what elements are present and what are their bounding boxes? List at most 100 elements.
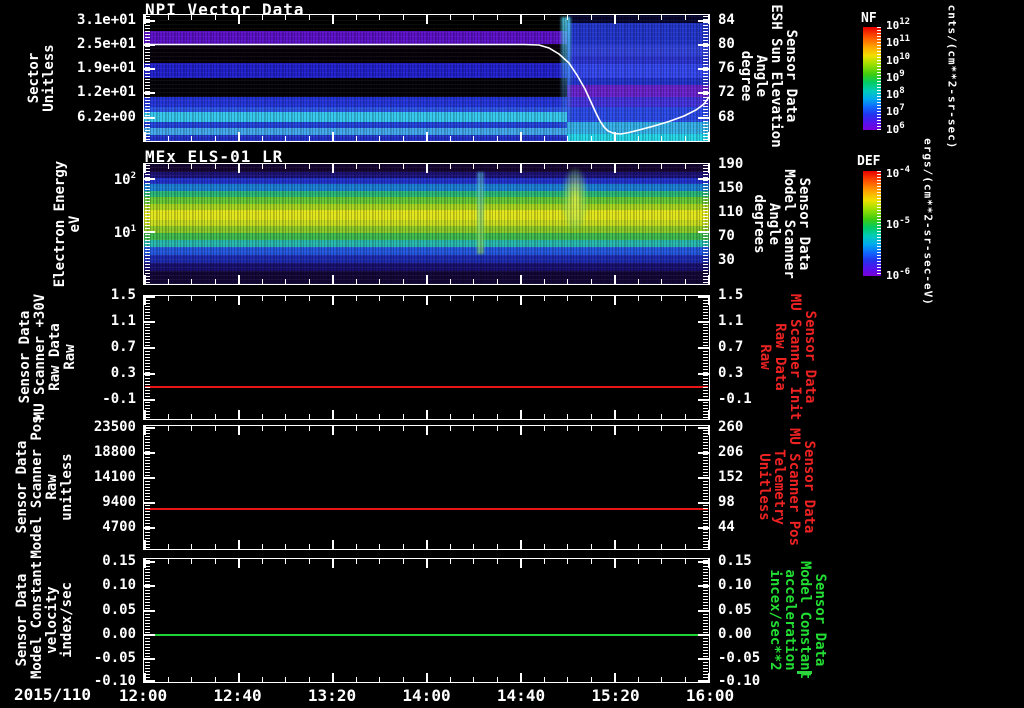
- x-tick: [332, 275, 334, 284]
- model-constant-velocity-line: [145, 634, 708, 636]
- x-tick: [543, 279, 545, 284]
- x-tick: [708, 15, 710, 24]
- yaxis-label-sector: Sector Unitless: [26, 44, 57, 112]
- colorbar-tick-label: 1011: [886, 34, 911, 49]
- x-tick: [214, 296, 216, 301]
- x-tick: [449, 279, 451, 284]
- x-tick: [191, 544, 192, 549]
- x-tick: [238, 673, 240, 682]
- x-tick: [684, 426, 686, 431]
- y-minor-ticks-left: [145, 165, 150, 283]
- y-major-tick: [698, 452, 709, 454]
- x-tick: [520, 15, 522, 24]
- x-tick: [167, 15, 169, 20]
- x-tick: [308, 164, 310, 169]
- y-major-tick: [144, 680, 155, 682]
- y-major-tick: [144, 347, 155, 349]
- x-tick: [191, 426, 192, 431]
- y-major-tick: [144, 231, 155, 233]
- y-minor-ticks-left: [145, 16, 150, 140]
- x-tick: [684, 136, 686, 141]
- x-tick: [426, 559, 428, 568]
- x-tick: [520, 296, 522, 305]
- y-major-tick: [698, 561, 709, 563]
- y-major-tick: [144, 178, 155, 180]
- x-tick: [567, 15, 568, 20]
- colorbar-tick-label: 10-4: [886, 165, 911, 180]
- x-tick: [496, 296, 498, 301]
- y-major-tick: [698, 585, 709, 587]
- x-tick: [144, 164, 146, 173]
- x-tick: [473, 414, 474, 419]
- y-tick-label: -0.1: [102, 391, 136, 407]
- x-tick: [426, 410, 428, 419]
- x-tick: [144, 296, 146, 305]
- y-tick-label: 1.5: [718, 287, 744, 303]
- x-tick: [473, 296, 474, 301]
- x-tick: [191, 296, 192, 301]
- x-tick: [496, 414, 498, 419]
- npi-transition-streak: [561, 17, 571, 139]
- x-tick: [708, 673, 710, 682]
- x-tick-label: 14:00: [402, 686, 451, 705]
- y-tick-label: 102: [113, 171, 136, 188]
- y-tick-label: 206: [718, 444, 744, 460]
- x-tick: [661, 279, 662, 284]
- x-tick: [261, 279, 263, 284]
- els-streak-1: [477, 172, 484, 254]
- x-tick: [332, 559, 334, 568]
- y-tick-label: 70: [718, 228, 735, 244]
- x-tick: [449, 164, 451, 169]
- x-tick: [144, 15, 146, 24]
- y-major-tick: [698, 20, 709, 22]
- x-tick: [496, 136, 498, 141]
- x-tick: [285, 426, 286, 431]
- y-tick-label: 1.1: [110, 313, 136, 329]
- x-tick: [614, 559, 616, 568]
- x-tick: [308, 296, 310, 301]
- y-tick-label: 44: [718, 519, 735, 535]
- x-tick: [543, 136, 545, 141]
- x-tick: [708, 426, 710, 435]
- x-tick: [590, 296, 592, 301]
- x-tick: [238, 296, 240, 305]
- x-tick: [355, 559, 357, 564]
- y-tick-label: -0.10: [93, 673, 136, 689]
- x-tick: [308, 279, 310, 284]
- colorbar-tick-label: 108: [886, 86, 905, 101]
- y-tick-label: 68: [718, 109, 735, 125]
- x-tick: [144, 673, 146, 682]
- x-tick: [214, 426, 216, 431]
- y-tick-label: 0.05: [102, 602, 136, 618]
- y-tick-label: 72: [718, 84, 735, 100]
- y-major-tick: [144, 658, 155, 660]
- x-tick: [379, 279, 380, 284]
- yaxis-label-scanner-angle: Sensor Data Model Scanner Angle degrees: [751, 169, 812, 279]
- x-tick: [285, 279, 286, 284]
- x-tick: [614, 673, 616, 682]
- x-tick: [520, 673, 522, 682]
- y-tick-label: -0.05: [718, 650, 761, 666]
- x-tick: [637, 677, 639, 682]
- x-tick: [449, 15, 451, 20]
- y-major-tick: [144, 44, 155, 46]
- y-tick-label: 260: [718, 419, 744, 435]
- x-tick: [637, 164, 639, 169]
- y-tick-label: 4700: [102, 519, 136, 535]
- y-major-tick: [144, 527, 155, 529]
- x-tick: [684, 544, 686, 549]
- y-minor-ticks-left: [145, 560, 150, 681]
- model-scanner-pos-line: [145, 508, 708, 510]
- x-tick: [661, 544, 662, 549]
- yaxis-label-sun-elevation: Sensor Data ESH Sun Elevation Angle degr…: [738, 4, 799, 148]
- x-tick: [637, 544, 639, 549]
- y-tick-label: 3.1e+01: [76, 12, 136, 28]
- y-major-tick: [698, 427, 709, 429]
- x-tick: [191, 677, 192, 682]
- x-tick: [473, 559, 474, 564]
- x-tick: [144, 410, 146, 419]
- npi-vector-spectrogram-panel: [143, 14, 710, 142]
- x-tick: [520, 426, 522, 435]
- x-tick: [191, 15, 192, 20]
- x-tick: [543, 677, 545, 682]
